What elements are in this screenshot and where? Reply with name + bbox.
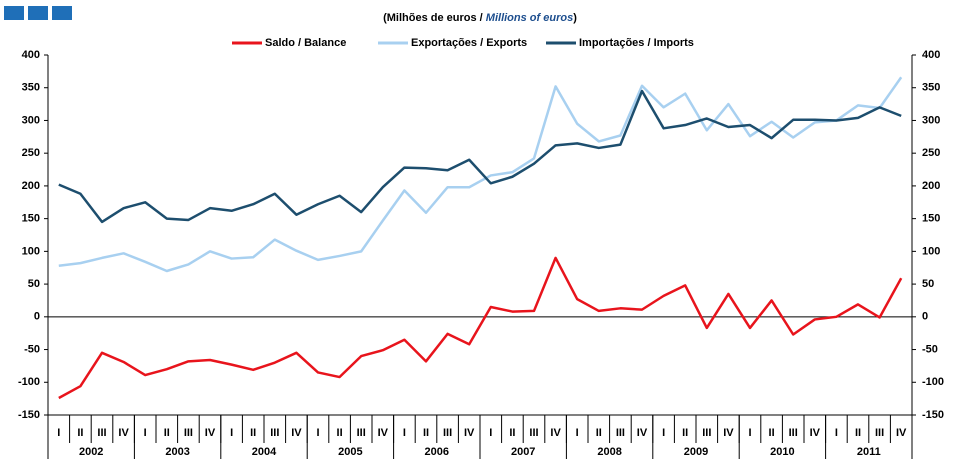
subtitle-part: ) [573, 12, 577, 24]
x-tick-label: III [443, 427, 452, 439]
x-tick-label: III [270, 427, 279, 439]
y-tick-label: 100 [22, 245, 40, 257]
x-tick-label: IV [550, 427, 561, 439]
y-tick-label: -150 [18, 409, 40, 421]
y2-tick-label: 400 [922, 49, 940, 61]
x-tick-label: IV [291, 427, 302, 439]
legend-label: Exportações / Exports [411, 37, 527, 49]
x-tick-label: IV [378, 427, 389, 439]
x-tick-label: IV [118, 427, 129, 439]
y2-tick-label: 200 [922, 180, 940, 192]
x-tick-label: IV [896, 427, 907, 439]
y2-tick-label: 50 [922, 278, 934, 290]
x-tick-label: III [875, 427, 884, 439]
year-label: 2007 [511, 446, 535, 458]
y2-tick-label: -150 [922, 409, 944, 421]
x-tick-label: I [835, 427, 838, 439]
x-tick-label: II [250, 427, 256, 439]
x-tick-label: I [144, 427, 147, 439]
x-tick-label: IV [637, 427, 648, 439]
x-tick-label: I [230, 427, 233, 439]
x-tick-label: II [77, 427, 83, 439]
year-label: 2006 [425, 446, 449, 458]
subtitle-part: (Milhões de euros / [383, 12, 486, 24]
y2-tick-label: 0 [922, 311, 928, 323]
logo-block [4, 6, 24, 20]
legend-label: Importações / Imports [579, 37, 694, 49]
y-tick-label: -50 [24, 343, 40, 355]
x-tick-label: I [57, 427, 60, 439]
legend-label: Saldo / Balance [265, 37, 346, 49]
series-line [58, 256, 903, 400]
y-tick-label: 50 [28, 278, 40, 290]
y-tick-label: 150 [22, 213, 40, 225]
y2-tick-label: 150 [922, 213, 940, 225]
x-tick-label: I [576, 427, 579, 439]
x-tick-label: IV [205, 427, 216, 439]
y-tick-label: 300 [22, 114, 40, 126]
y2-tick-label: -50 [922, 343, 938, 355]
x-tick-label: III [184, 427, 193, 439]
series-line [58, 76, 903, 273]
x-tick-label: I [748, 427, 751, 439]
x-tick-label: II [337, 427, 343, 439]
x-tick-label: I [316, 427, 319, 439]
x-tick-label: II [769, 427, 775, 439]
y2-tick-label: 350 [922, 82, 940, 94]
year-label: 2010 [770, 446, 794, 458]
subtitle-part: Millions of euros [486, 12, 573, 24]
logo-block [52, 6, 72, 20]
year-label: 2003 [165, 446, 189, 458]
series-line [58, 89, 902, 224]
year-label: 2008 [597, 446, 621, 458]
y-tick-label: -100 [18, 376, 40, 388]
x-tick-label: III [529, 427, 538, 439]
x-tick-label: II [855, 427, 861, 439]
x-tick-label: I [662, 427, 665, 439]
year-label: 2004 [252, 446, 277, 458]
year-label: 2002 [79, 446, 103, 458]
y2-tick-label: 250 [922, 147, 940, 159]
x-tick-label: I [489, 427, 492, 439]
x-tick-label: IV [810, 427, 821, 439]
x-tick-label: I [403, 427, 406, 439]
x-tick-label: II [596, 427, 602, 439]
y-tick-label: 0 [34, 311, 40, 323]
x-tick-label: III [97, 427, 106, 439]
x-tick-label: III [789, 427, 798, 439]
year-label: 2011 [857, 446, 881, 458]
y2-tick-label: -100 [922, 376, 944, 388]
y-tick-label: 250 [22, 147, 40, 159]
year-label: 2009 [684, 446, 708, 458]
logo-block [28, 6, 48, 20]
x-tick-label: II [682, 427, 688, 439]
x-tick-label: IV [723, 427, 734, 439]
x-tick-label: III [357, 427, 366, 439]
x-tick-label: III [702, 427, 711, 439]
y-tick-label: 350 [22, 82, 40, 94]
y2-tick-label: 100 [922, 245, 940, 257]
x-tick-label: IV [464, 427, 475, 439]
year-label: 2005 [338, 446, 362, 458]
y-tick-label: 200 [22, 180, 40, 192]
x-tick-label: II [423, 427, 429, 439]
y2-tick-label: 300 [922, 114, 940, 126]
subtitle: (Milhões de euros / Millions of euros) [383, 12, 577, 24]
y-tick-label: 400 [22, 49, 40, 61]
x-tick-label: III [616, 427, 625, 439]
x-tick-label: II [509, 427, 515, 439]
x-tick-label: II [164, 427, 170, 439]
